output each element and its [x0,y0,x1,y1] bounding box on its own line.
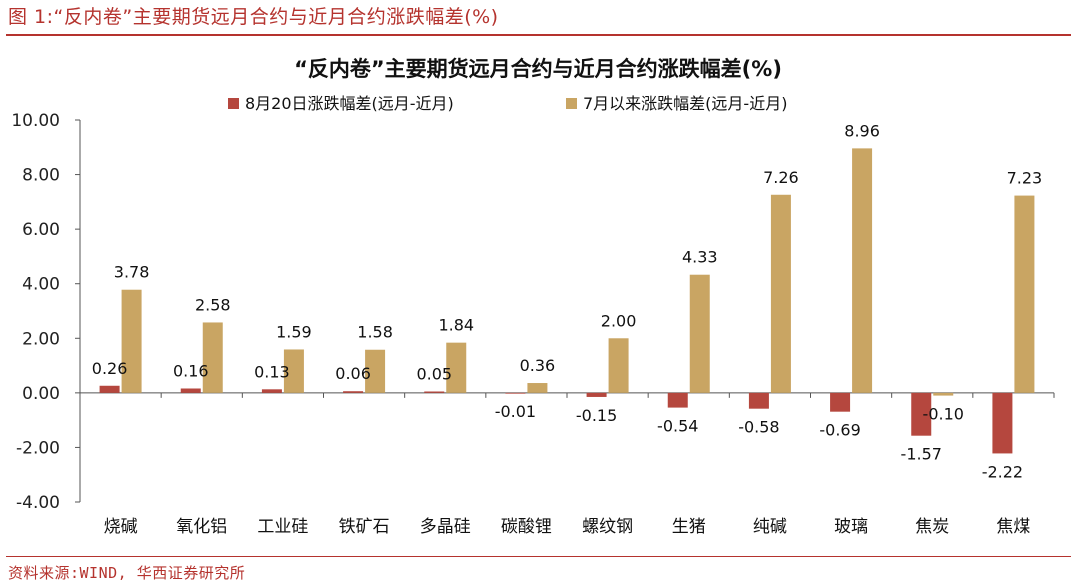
data-label-series-1: -2.22 [982,462,1023,481]
data-labels: 0.26 3.78 0.16 2.58 0.13 1.59 0.06 1.58 0.05 1.84… [92,121,1042,481]
category-label: 多晶硅 [420,517,471,537]
data-label-series-2: 4.33 [682,248,718,267]
data-label-series-1: 0.26 [92,359,128,378]
data-label-series-2: 7.23 [1007,169,1043,188]
axes: 10.00 8.00 6.00 4.00 2.00 0.00 -2.00 -4.00 烧碱 氧化铝… [11,111,1055,537]
bar-series-2 [365,349,386,393]
bar-series-1 [667,392,688,408]
data-label-series-1: -0.15 [576,406,617,425]
header-rule [6,34,1071,36]
bar-series-1 [424,391,445,393]
bar-series-1 [99,385,120,393]
y-tick-label: 2.00 [22,329,60,349]
legend-swatch-series-1 [228,98,239,109]
bar-series-1 [505,392,526,394]
bars [99,148,1035,454]
y-tick-label: 10.00 [11,111,60,131]
bar-series-1 [261,389,282,393]
bar-series-2 [689,274,710,393]
data-label-series-2: 8.96 [844,121,880,140]
category-label: 生猪 [672,517,706,537]
bar-chart: “反内卷”主要期货远月合约与近月合约涨跌幅差(%) 8月20日涨跌幅差(远月-近… [11,57,1055,537]
data-label-series-2: 1.58 [357,323,393,342]
y-tick-label: 4.00 [22,275,60,295]
bar-series-2 [446,342,467,393]
legend-label-series-1: 8月20日涨跌幅差(远月-近月) [245,94,454,113]
bar-series-2 [121,289,142,393]
data-label-series-1: 0.16 [173,361,209,380]
bar-series-2 [283,349,304,393]
bar-series-1 [180,388,201,393]
data-label-series-2: -0.10 [923,405,964,424]
bar-series-2 [770,194,791,393]
category-label: 焦煤 [996,517,1030,537]
y-tick-label: -4.00 [16,493,60,513]
bar-series-2 [933,392,954,396]
legend-swatch-series-2 [566,98,577,109]
category-label: 碳酸锂 [501,517,552,537]
bar-series-1 [992,392,1013,454]
data-label-series-1: 0.06 [335,364,371,383]
footer-rule [6,556,1071,557]
data-label-series-2: 0.36 [520,356,556,375]
category-label: 工业硅 [257,517,308,537]
bar-series-1 [586,392,607,397]
category-label: 氧化铝 [176,517,227,537]
data-label-series-1: -0.58 [738,418,779,437]
data-label-series-1: 0.05 [416,364,452,383]
category-label: 玻璃 [834,517,868,537]
data-label-series-2: 3.78 [114,263,150,282]
legend: 8月20日涨跌幅差(远月-近月) 7月以来涨跌幅差(远月-近月) [228,94,787,113]
category-label: 烧碱 [104,517,138,537]
bar-series-2 [852,148,873,393]
data-label-series-1: -0.54 [657,417,698,436]
data-label-series-2: 7.26 [763,168,799,187]
data-label-series-1: -1.57 [901,445,942,464]
bar-series-1 [748,392,769,409]
y-tick-label: 0.00 [22,384,60,404]
chart-title: “反内卷”主要期货远月合约与近月合约涨跌幅差(%) [294,57,782,81]
data-label-series-2: 2.58 [195,295,231,314]
bar-series-2 [527,383,548,393]
data-label-series-1: -0.69 [819,421,860,440]
bar-series-2 [1014,195,1035,393]
y-tick-label: -2.00 [16,438,60,458]
bar-series-1 [911,392,932,436]
category-label: 焦炭 [915,517,949,537]
category-label: 铁矿石 [339,517,390,537]
bar-series-1 [343,391,364,393]
category-label: 纯碱 [753,517,787,537]
source-note: 资料来源:WIND, 华西证券研究所 [8,564,246,582]
data-label-series-2: 1.59 [276,322,312,341]
data-label-series-2: 1.84 [438,316,474,335]
data-label-series-1: -0.01 [495,402,536,421]
category-label: 螺纹钢 [582,517,633,537]
y-tick-label: 8.00 [22,166,60,186]
data-label-series-1: 0.13 [254,362,290,381]
data-label-series-2: 2.00 [601,311,637,330]
bar-series-2 [202,322,223,393]
y-tick-label: 6.00 [22,220,60,240]
bar-series-2 [608,338,629,393]
figure-header: 图 1:“反内卷”主要期货远月合约与近月合约涨跌幅差(%) [8,6,499,28]
bar-series-1 [830,392,851,412]
legend-label-series-2: 7月以来涨跌幅差(远月-近月) [583,94,787,113]
